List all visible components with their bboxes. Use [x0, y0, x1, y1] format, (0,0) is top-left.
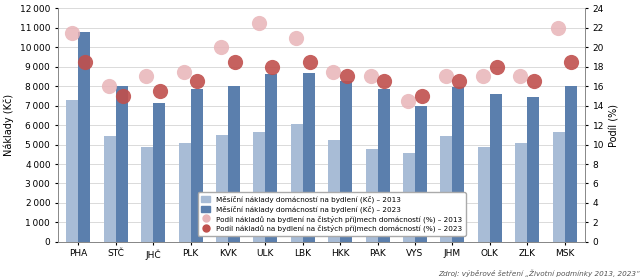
Point	[216, 45, 226, 49]
Bar	[179, 143, 190, 242]
Bar	[340, 81, 352, 242]
Bar	[478, 147, 490, 242]
Bar	[116, 86, 128, 242]
Bar	[552, 132, 565, 242]
Point	[155, 89, 165, 93]
Point	[118, 94, 128, 98]
Point	[566, 60, 576, 64]
Bar	[565, 86, 577, 242]
Bar	[291, 124, 303, 242]
Point	[342, 74, 352, 79]
Point	[67, 31, 77, 35]
Bar	[328, 140, 340, 242]
Point	[440, 74, 451, 79]
Bar	[66, 100, 78, 242]
Point	[80, 60, 90, 64]
Point	[179, 70, 189, 74]
Point	[291, 35, 301, 40]
Bar	[216, 135, 228, 242]
Y-axis label: Podíl (%): Podíl (%)	[610, 104, 620, 147]
Point	[491, 64, 502, 69]
Point	[253, 21, 264, 25]
Point	[329, 70, 339, 74]
Text: Zdroj: výběrové šetření „Životní podmínky 2013, 2023“: Zdroj: výběrové šetření „Životní podmínk…	[438, 269, 640, 277]
Bar	[303, 73, 315, 242]
Point	[267, 64, 277, 69]
Point	[403, 99, 413, 103]
Point	[366, 74, 376, 79]
Y-axis label: Náklady (Kč): Náklady (Kč)	[4, 94, 14, 156]
Bar	[527, 97, 539, 242]
Bar	[228, 86, 240, 242]
Point	[379, 79, 390, 83]
Point	[417, 94, 427, 98]
Bar	[141, 147, 153, 242]
Bar	[453, 87, 464, 242]
Point	[192, 79, 203, 83]
Bar	[366, 150, 377, 242]
Point	[454, 79, 464, 83]
Bar	[153, 103, 165, 242]
Point	[529, 79, 539, 83]
Bar	[415, 106, 427, 242]
Point	[553, 26, 563, 30]
Bar	[266, 73, 277, 242]
Point	[304, 60, 314, 64]
Bar	[190, 89, 203, 242]
Bar	[253, 132, 266, 242]
Bar	[377, 89, 390, 242]
Bar	[515, 143, 527, 242]
Bar	[403, 153, 415, 242]
Bar	[440, 136, 453, 242]
Point	[478, 74, 488, 79]
Legend: Měsíční náklady domácností na bydlení (Kč) – 2013, Měsíční náklady domácností na: Měsíční náklady domácností na bydlení (K…	[198, 192, 466, 236]
Point	[141, 74, 152, 79]
Point	[515, 74, 525, 79]
Bar	[104, 136, 116, 242]
Bar	[490, 94, 502, 242]
Bar	[78, 32, 91, 242]
Point	[230, 60, 240, 64]
Point	[104, 84, 114, 88]
